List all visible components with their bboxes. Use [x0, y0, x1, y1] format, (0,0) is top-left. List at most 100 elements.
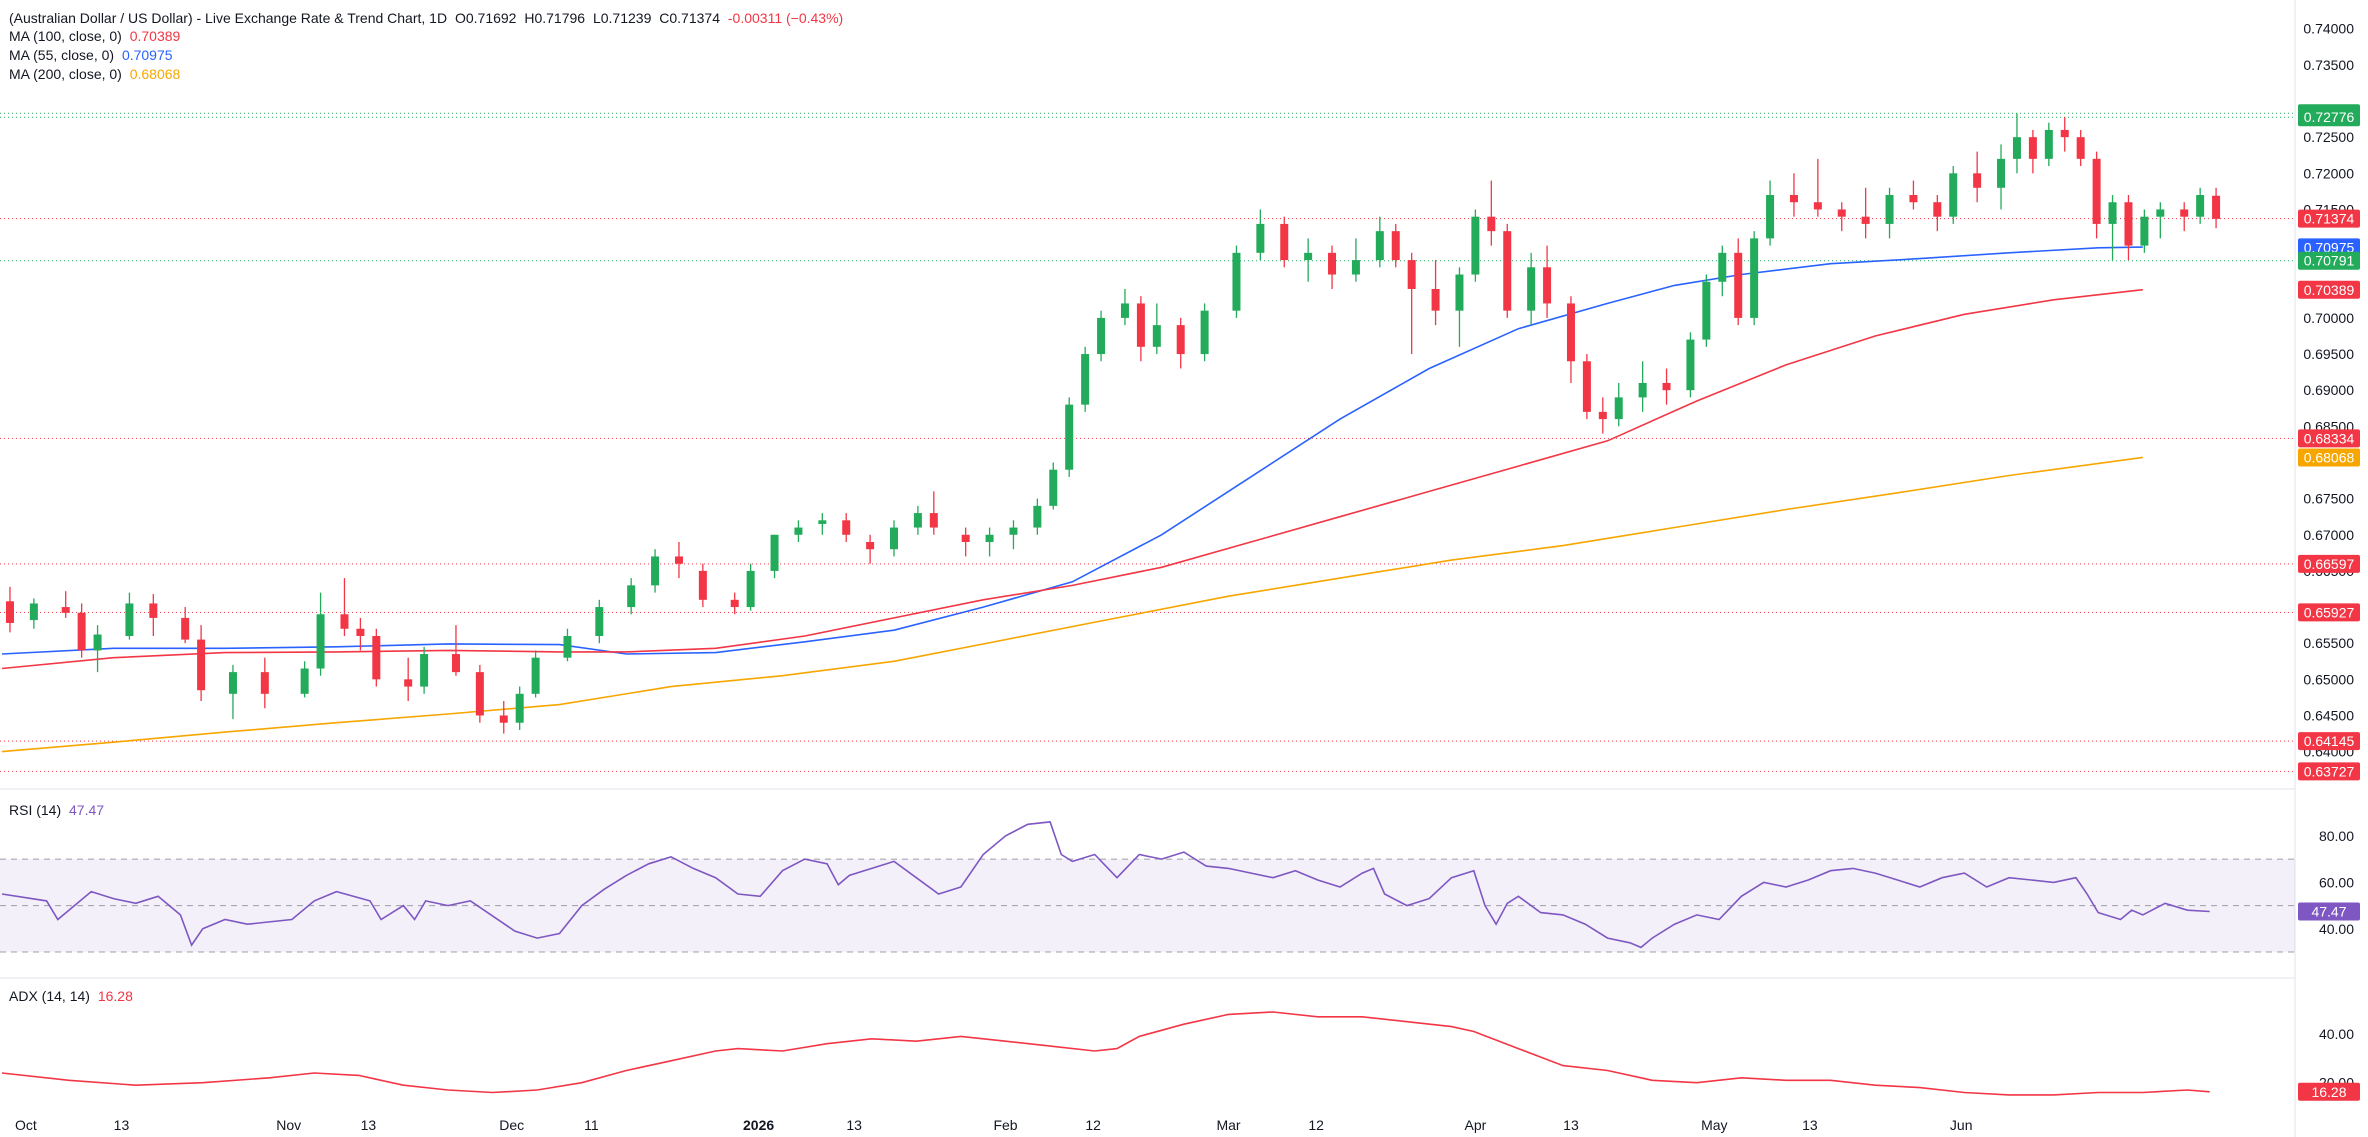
candle-body [746, 570, 755, 608]
candle-body [451, 654, 460, 673]
price-labels: 0.728310.727760.713740.709750.707910.703… [2298, 104, 2360, 1101]
candle-body [1081, 354, 1090, 405]
rsi-label: RSI (14) [9, 802, 62, 818]
price-label: 0.71374 [2304, 211, 2355, 227]
price-tick-label: 0.73500 [2303, 57, 2354, 73]
candle-body [1009, 527, 1018, 535]
legend-main: (Australian Dollar / US Dollar) - Live E… [9, 9, 843, 27]
candle-body [1232, 252, 1241, 311]
legend-ma200[interactable]: MA (200, close, 0) 0.68068 [9, 65, 180, 83]
time-tick-label: May [1701, 1117, 1727, 1133]
time-tick-label: 13 [1563, 1117, 1579, 1133]
price-label: 0.65927 [2304, 604, 2355, 620]
price-tick-label: 0.65500 [2303, 635, 2354, 651]
time-tick-label: 13 [114, 1117, 130, 1133]
candle-body [2156, 209, 2165, 217]
price-label: 0.72776 [2304, 109, 2355, 125]
legend-adx[interactable]: ADX (14, 14) 16.28 [9, 987, 133, 1005]
candle-body [356, 628, 365, 636]
rsi-last-label-bg [2298, 902, 2360, 921]
candle-body [1487, 216, 1496, 232]
price-label-bg [2298, 251, 2360, 270]
symbol-title: (Australian Dollar / US Dollar) - Live E… [9, 10, 448, 26]
candle-body [1973, 173, 1982, 188]
price-tick-label: 0.64500 [2303, 707, 2354, 723]
candle-body [125, 603, 134, 636]
ma200-value: 0.68068 [129, 66, 181, 82]
candle-body [1455, 274, 1464, 311]
candle-body [1582, 361, 1591, 412]
ma100-value: 0.70389 [129, 28, 181, 44]
price-tick-label: 0.70000 [2303, 310, 2354, 326]
price-label: 0.66597 [2304, 556, 2355, 572]
close-value: C0.71374 [659, 10, 720, 26]
price-label: 0.70975 [2304, 239, 2355, 255]
rsi-tick-label: 80.00 [2319, 828, 2354, 844]
candle-body [2028, 137, 2037, 159]
time-tick-label: 11 [584, 1117, 599, 1133]
candle-body [1837, 209, 1846, 217]
ma200-label: MA (200, close, 0) [9, 66, 122, 82]
rsi-pane [0, 821, 2295, 953]
grid [0, 0, 2296, 1137]
candles [5, 113, 2221, 734]
candle-body [1527, 267, 1536, 311]
candle-body [1933, 202, 1942, 217]
adx-last-label: 16.28 [2311, 1084, 2346, 1100]
legend-ma55[interactable]: MA (55, close, 0) 0.70975 [9, 46, 173, 64]
candle-body [1861, 216, 1870, 224]
candle-body [1351, 260, 1360, 275]
rsi-value: 47.47 [69, 802, 105, 818]
price-label-bg [2298, 108, 2360, 127]
candle-body [515, 693, 524, 723]
candle-body [890, 527, 898, 550]
candle-body [2060, 129, 2069, 138]
ma100-line [1, 288, 2143, 670]
candle-body [404, 679, 413, 687]
adx-last-label-bg [2298, 1082, 2360, 1101]
candle-body [2092, 158, 2101, 224]
candle-body [5, 601, 14, 623]
price-label: 0.64145 [2304, 733, 2355, 749]
rsi-last-label: 47.47 [2311, 903, 2346, 919]
candle-body [2196, 195, 2205, 217]
time-tick-label: Mar [1216, 1117, 1240, 1133]
ma55-label: MA (55, close, 0) [9, 47, 115, 63]
price-label-bg [2298, 448, 2360, 467]
price-tick-label: 0.65000 [2303, 671, 2354, 687]
candle-body [1503, 231, 1512, 311]
candle-body [1686, 339, 1695, 391]
legend-rsi[interactable]: RSI (14) 47.47 [9, 801, 104, 819]
candle-body [1543, 267, 1552, 304]
candle-body [1909, 195, 1918, 203]
price-label-bg [2298, 732, 2360, 751]
candle-body [1638, 382, 1647, 398]
price-label-bg [2298, 209, 2360, 228]
candle-body [1256, 223, 1265, 253]
adx-label: ADX (14, 14) [9, 988, 90, 1004]
price-tick-label: 0.67000 [2303, 527, 2354, 543]
ma200-line [1, 456, 2143, 753]
price-tick-label: 0.69500 [2303, 346, 2354, 362]
adx-line [1, 1011, 2210, 1096]
time-tick-label: Jun [1950, 1117, 1973, 1133]
rsi-tick-label: 60.00 [2319, 874, 2354, 890]
price-tick-label: 0.69000 [2303, 382, 2354, 398]
open-value: O0.71692 [454, 10, 517, 26]
candle-body [595, 607, 604, 636]
rsi-tick-label: 40.00 [2319, 921, 2354, 937]
time-tick-label: 12 [1085, 1117, 1101, 1133]
rsi-line [1, 821, 2210, 949]
candle-body [1200, 310, 1209, 355]
time-tick-label: Nov [276, 1117, 301, 1133]
time-axis[interactable]: Oct 13 Nov 13 Dec 11 2026 13 Feb 12 Mar 12 Apr 13 May 1… [15, 1117, 1973, 1133]
candle-body [1176, 325, 1185, 355]
legend-ma100[interactable]: MA (100, close, 0) 0.70389 [9, 27, 180, 45]
candle-body [1885, 195, 1894, 224]
candle-body [1049, 469, 1058, 506]
candle-body [1997, 158, 2006, 188]
candle-body [1734, 252, 1743, 318]
candle-body [372, 635, 381, 680]
candle-body [1033, 505, 1042, 528]
